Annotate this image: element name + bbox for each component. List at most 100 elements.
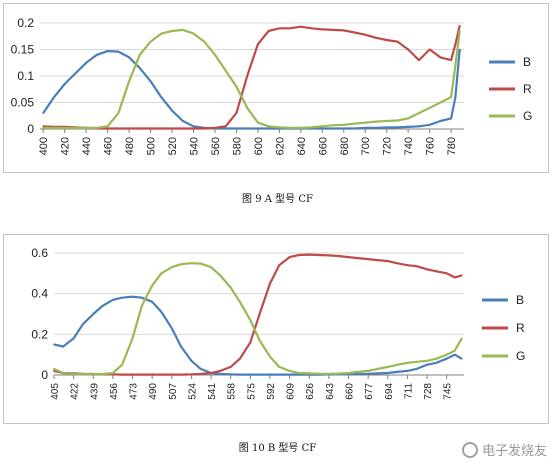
series-line-R: [53, 253, 463, 376]
data-point-G: [317, 372, 320, 375]
data-point-R: [140, 373, 143, 376]
y-tick-label: 0.05: [11, 96, 35, 110]
data-point-B: [376, 372, 379, 375]
x-tick-label: 460: [103, 137, 115, 155]
data-point-B: [450, 117, 452, 120]
data-point-G: [385, 120, 388, 122]
data-point-B: [82, 323, 84, 326]
data-point-G: [278, 126, 281, 129]
data-point-B: [53, 343, 55, 346]
data-point-G: [445, 353, 448, 356]
data-point-G: [396, 363, 398, 366]
data-point-G: [249, 319, 252, 321]
legend-label-R: R: [516, 321, 525, 335]
data-point-B: [367, 372, 369, 375]
data-point-R: [450, 59, 452, 61]
x-tick-label: 760: [425, 137, 437, 155]
x-tick-label: 720: [382, 137, 394, 155]
data-point-B: [445, 357, 448, 360]
data-point-G: [299, 127, 302, 129]
data-point-B: [160, 311, 163, 313]
data-point-B: [396, 126, 399, 129]
y-tick-label: 0.15: [11, 43, 35, 57]
data-point-B: [267, 127, 270, 130]
data-point-B: [375, 127, 377, 129]
data-point-R: [445, 272, 448, 275]
y-tick-label: 0.2: [17, 16, 34, 30]
data-point-R: [269, 282, 271, 285]
data-point-G: [106, 125, 109, 128]
data-point-G: [288, 370, 291, 372]
chart-panel-a: 0 0.05 0.1 0.15 0.2 400 420 440 460 480 500 520 540 5…: [3, 3, 549, 173]
data-point-G: [297, 372, 300, 374]
data-point-G: [112, 372, 114, 374]
data-point-G: [428, 106, 431, 109]
data-point-B: [249, 373, 252, 376]
chart-b: 0 0.2 0.4 0.6 405 422 439 456 473 490 507 524 541 558…: [31, 246, 525, 400]
data-point-G: [246, 106, 249, 109]
data-point-B: [235, 127, 238, 130]
data-point-R: [190, 373, 193, 376]
data-point-B: [170, 327, 173, 330]
data-point-B: [278, 373, 281, 376]
data-point-R: [42, 125, 45, 128]
data-point-G: [85, 127, 88, 129]
watermark-logo-icon: [461, 441, 478, 458]
x-tick-label: 540: [188, 137, 200, 155]
data-point-G: [308, 372, 311, 375]
data-point-B: [396, 371, 398, 373]
x-tick-label: 420: [60, 137, 72, 155]
watermark-text: 电子发烧友: [481, 444, 547, 459]
data-point-R: [310, 27, 313, 30]
data-point-G: [214, 53, 216, 56]
data-point-G: [160, 32, 163, 35]
data-point-G: [364, 121, 367, 124]
data-point-G: [74, 127, 77, 129]
data-point-B: [224, 127, 227, 130]
x-tick-label: 592: [266, 383, 277, 400]
x-tick-label: 780: [446, 137, 458, 155]
data-point-B: [138, 67, 141, 69]
data-point-B: [269, 373, 271, 376]
data-point-G: [267, 125, 270, 128]
x-tick-label: 694: [384, 383, 395, 400]
data-point-G: [328, 372, 330, 375]
data-point-R: [317, 254, 320, 256]
data-point-B: [149, 80, 152, 83]
data-point-R: [454, 43, 457, 46]
x-tick-label: 740: [403, 137, 415, 155]
legend-label-B: B: [516, 293, 524, 307]
data-point-B: [42, 112, 45, 114]
data-point-B: [332, 127, 334, 130]
data-point-G: [128, 80, 130, 83]
data-point-G: [458, 30, 461, 32]
data-point-B: [321, 127, 324, 130]
data-point-R: [219, 370, 222, 372]
data-point-R: [278, 27, 281, 30]
data-point-B: [353, 127, 356, 130]
data-point-B: [258, 373, 261, 376]
y-tick-label: 0: [27, 122, 34, 136]
data-point-R: [239, 357, 241, 360]
data-point-R: [342, 29, 345, 32]
data-point-B: [418, 125, 420, 128]
data-point-R: [278, 264, 281, 267]
data-point-R: [151, 373, 154, 376]
data-point-B: [428, 123, 431, 126]
x-tick-label: 480: [124, 137, 136, 155]
data-point-B: [53, 96, 55, 99]
data-point-G: [235, 85, 238, 88]
x-tick-label: 490: [148, 383, 159, 400]
data-point-G: [460, 337, 463, 340]
data-point-B: [439, 120, 442, 122]
data-point-G: [258, 339, 261, 342]
data-point-R: [210, 372, 213, 374]
data-point-G: [53, 127, 55, 129]
data-point-G: [82, 373, 84, 376]
data-point-G: [138, 53, 141, 56]
watermark: 电子发烧友: [461, 440, 547, 459]
data-point-G: [160, 272, 163, 275]
data-point-B: [92, 313, 95, 315]
data-point-B: [140, 296, 143, 299]
data-point-R: [160, 127, 163, 130]
